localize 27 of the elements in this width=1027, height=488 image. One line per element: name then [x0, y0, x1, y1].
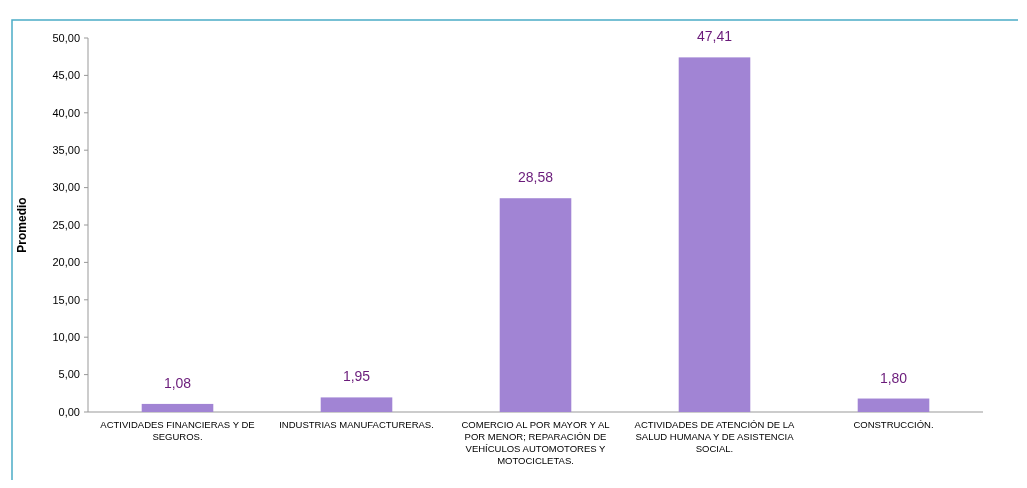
- data-label: 47,41: [696, 28, 733, 45]
- y-tick-label: 30,00: [52, 181, 80, 194]
- y-tick-label: 50,00: [52, 31, 80, 44]
- bar: [141, 403, 214, 412]
- data-label: 1,80: [879, 369, 908, 386]
- bar: [857, 398, 930, 412]
- x-tick-label: ACTIVIDADES FINANCIERAS Y DE SEGUROS.: [100, 419, 255, 442]
- y-tick-label: 25,00: [52, 218, 80, 231]
- data-label: 1,95: [342, 368, 371, 385]
- y-tick-label: 40,00: [52, 106, 80, 119]
- x-tick-label: INDUSTRIAS MANUFACTURERAS.: [279, 419, 434, 430]
- y-tick-label: 35,00: [52, 144, 80, 157]
- y-axis-title: Promedio: [15, 197, 29, 253]
- y-tick-label: 15,00: [52, 293, 80, 306]
- y-tick-label: 20,00: [52, 256, 80, 269]
- bar: [678, 57, 751, 412]
- x-tick-label: COMERCIO AL POR MAYOR Y AL POR MENOR; REPARACIÓN DE VEHÍCULOS AUTOMOTORES Y MOTOCICLETAS.: [461, 419, 610, 466]
- y-tick-label: 45,00: [52, 69, 80, 82]
- data-label: 1,08: [163, 374, 192, 391]
- y-tick-label: 10,00: [52, 331, 80, 344]
- x-tick-label: ACTIVIDADES DE ATENCIÓN DE LA SALUD HUMANA Y DE ASISTENCIA SOCIAL.: [634, 419, 796, 454]
- bar: [320, 397, 393, 412]
- y-tick-label: 0,00: [58, 405, 80, 418]
- data-label: 28,58: [517, 169, 554, 186]
- bar: [499, 198, 572, 412]
- y-tick-label: 5,00: [58, 368, 80, 381]
- x-tick-label: CONSTRUCCIÓN.: [853, 419, 934, 430]
